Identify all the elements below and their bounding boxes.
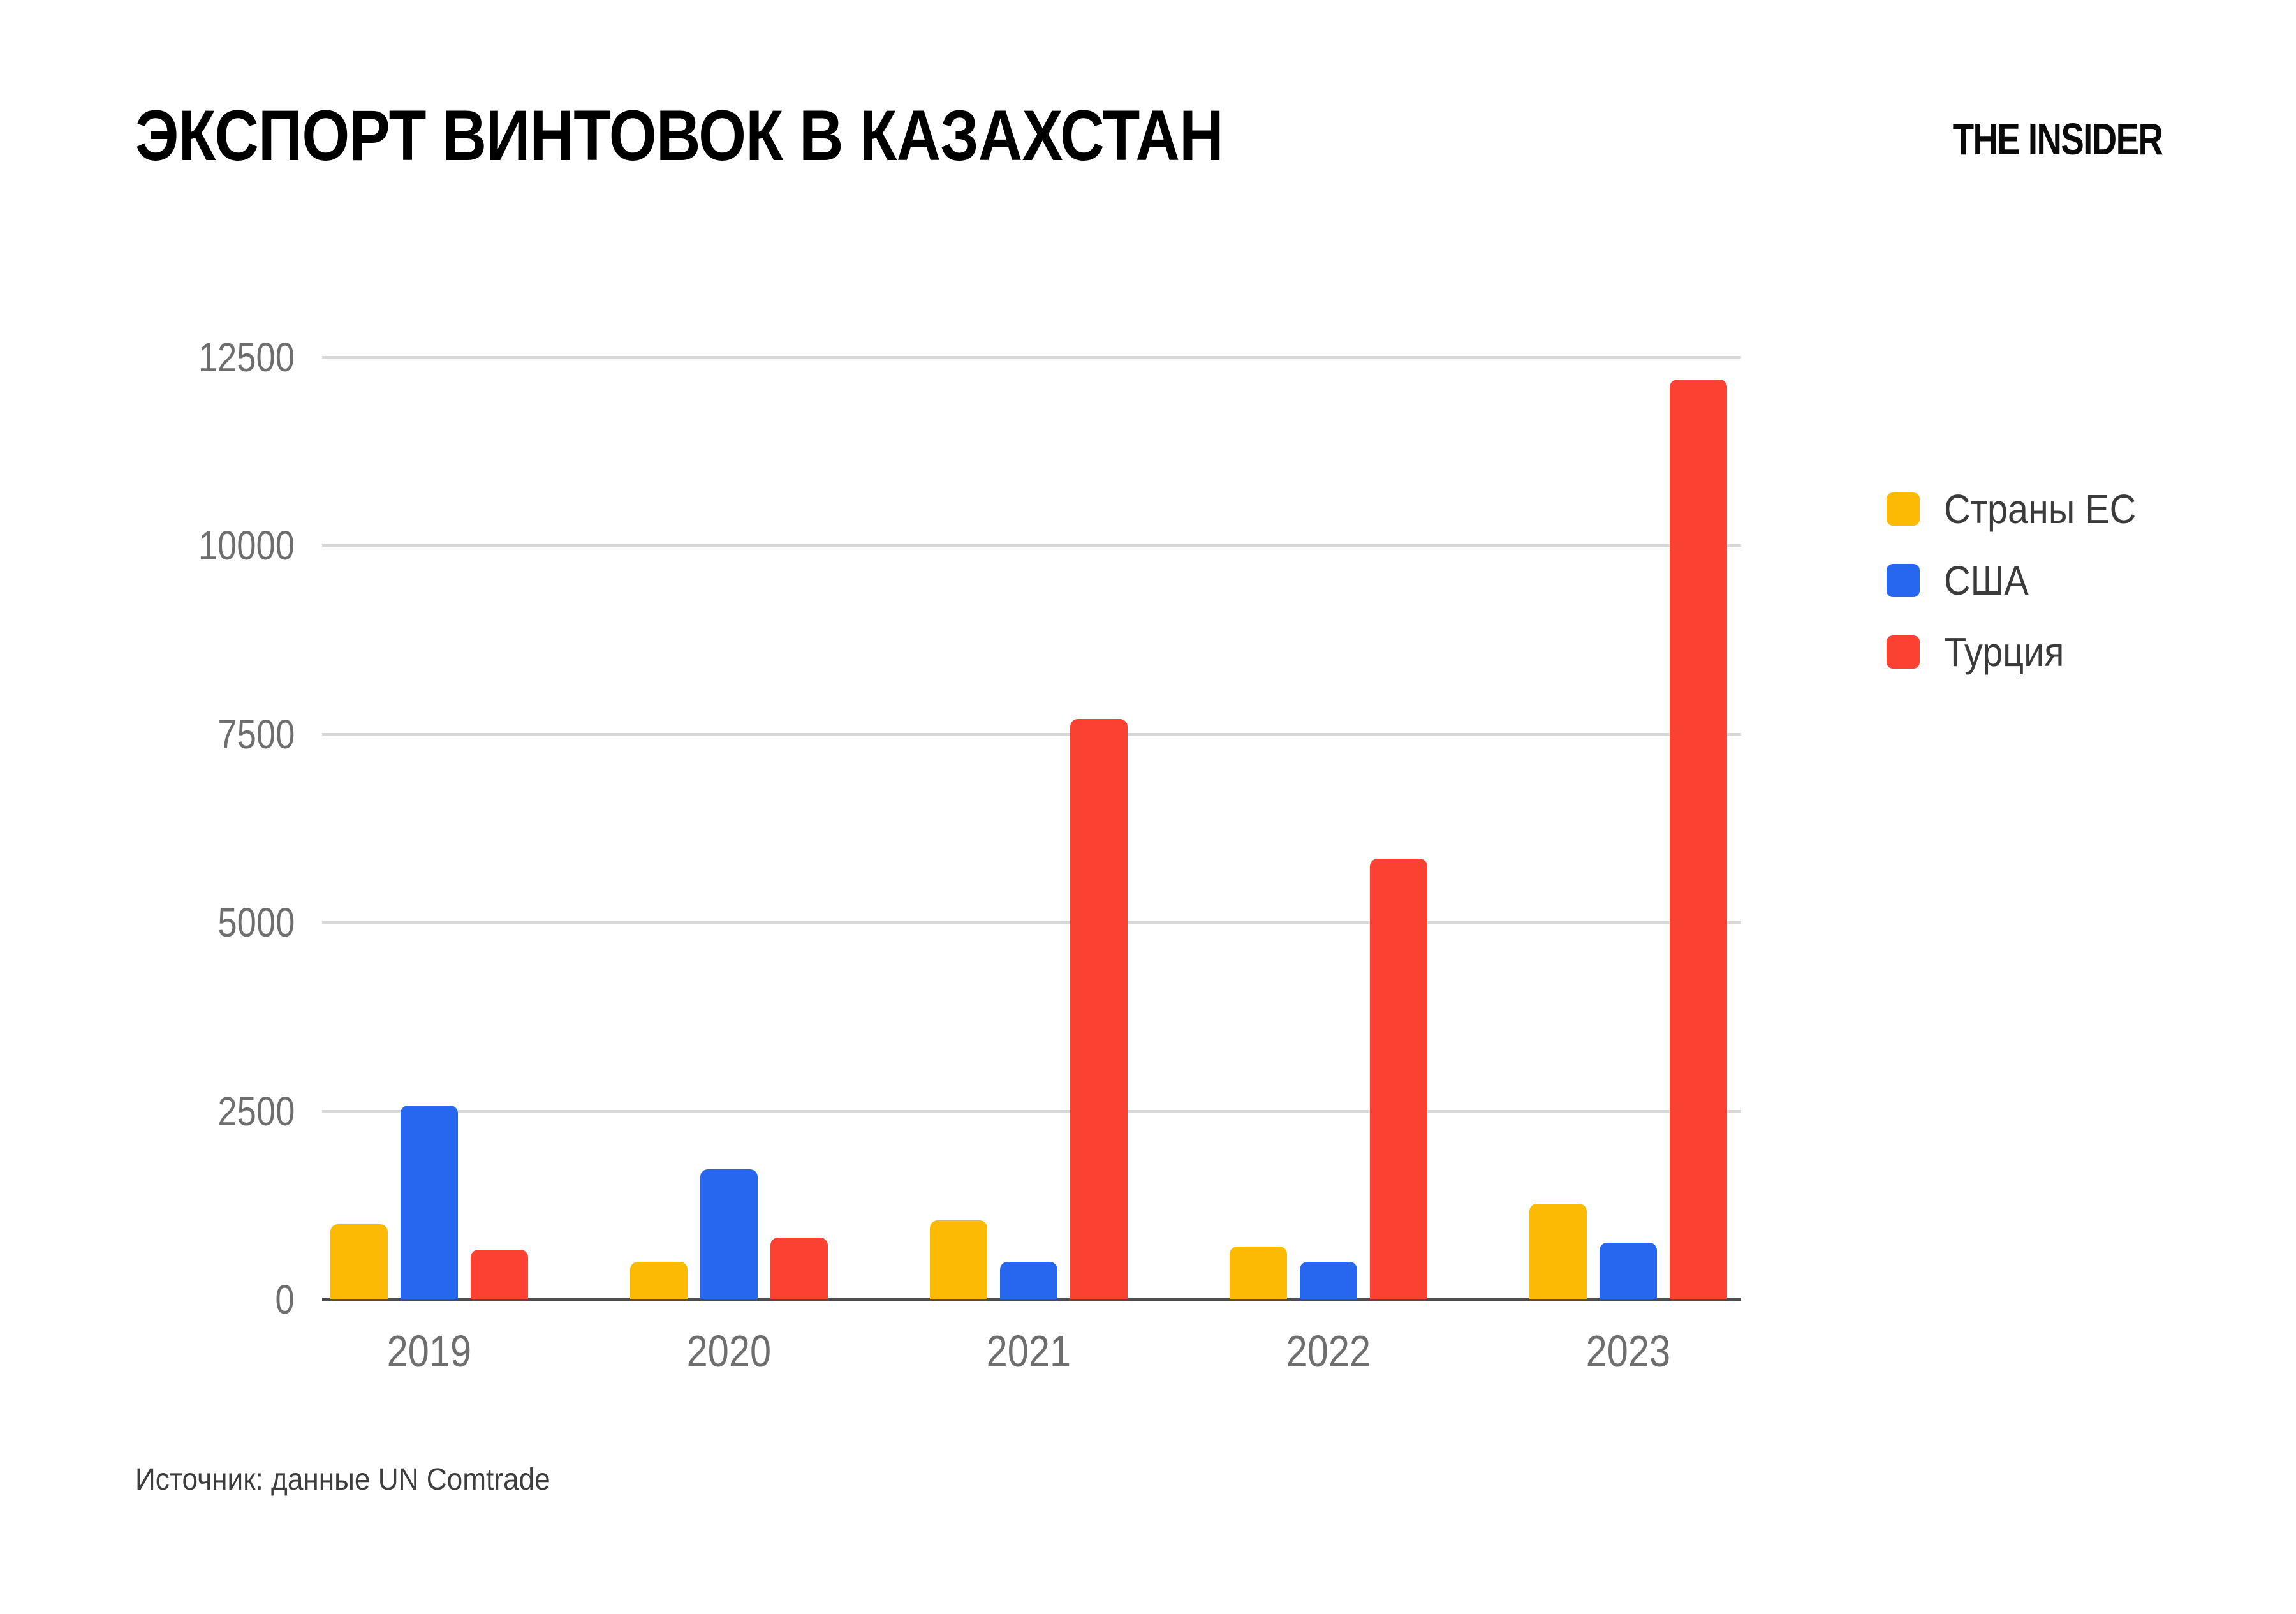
bar-2021-США <box>1000 1262 1057 1299</box>
y-tick-label-7500: 7500 <box>217 711 295 757</box>
bar-2019-Турция <box>471 1250 528 1299</box>
y-tick-label-0: 0 <box>275 1277 295 1322</box>
legend-item-turkey: Турция <box>1887 629 2158 675</box>
bar-2020-США <box>700 1169 758 1299</box>
legend-label-turkey: Турция <box>1944 629 2064 675</box>
bar-2022-Страны ЕС <box>1230 1247 1287 1299</box>
y-tick-label-2500: 2500 <box>217 1088 295 1134</box>
page-title-text: ЭКСПОРТ ВИНТОВОК В КАЗАХСТАН <box>135 96 1224 175</box>
x-tick-label-2023: 2023 <box>1586 1326 1671 1376</box>
bar-2019-США <box>401 1106 458 1299</box>
the-insider-logo: THE INSIDER <box>1894 114 2163 165</box>
bar-2023-Турция <box>1670 380 1727 1299</box>
bar-2019-Страны ЕС <box>330 1224 388 1299</box>
x-axis-line <box>322 1298 1741 1301</box>
gridline-12500 <box>322 356 1741 359</box>
x-tick-label-2022: 2022 <box>1286 1326 1371 1376</box>
gridline-2500 <box>322 1109 1741 1113</box>
source-note: Источник: данные UN Comtrade <box>135 1462 586 1497</box>
legend: Страны ЕС США Турция <box>1887 486 2158 707</box>
x-tick-label-2019: 2019 <box>386 1326 472 1376</box>
bar-2020-Турция <box>770 1238 828 1299</box>
bar-2022-США <box>1300 1262 1357 1299</box>
y-tick-label-5000: 5000 <box>217 900 295 946</box>
plot-area <box>322 356 1741 1301</box>
bar-2023-Страны ЕС <box>1529 1204 1587 1299</box>
bars-layer <box>279 357 1778 1299</box>
page-title: ЭКСПОРТ ВИНТОВОК В КАЗАХСТАН <box>135 94 1400 177</box>
x-tick-label-2021: 2021 <box>986 1326 1071 1376</box>
legend-label-eu: Страны ЕС <box>1944 486 2137 532</box>
legend-item-eu: Страны ЕС <box>1887 486 2158 532</box>
x-tick-label-2020: 2020 <box>686 1326 772 1376</box>
bar-2023-США <box>1600 1243 1657 1299</box>
source-note-text: Источник: данные UN Comtrade <box>135 1463 550 1497</box>
the-insider-logo-text: THE INSIDER <box>1952 114 2163 164</box>
y-tick-label-12500: 12500 <box>198 334 295 380</box>
bar-2021-Турция <box>1070 719 1128 1299</box>
legend-swatch-turkey <box>1887 635 1920 669</box>
gridline-7500 <box>322 732 1741 736</box>
gridline-10000 <box>322 544 1741 547</box>
bar-2021-Страны ЕС <box>930 1220 987 1299</box>
y-tick-label-10000: 10000 <box>198 522 295 569</box>
legend-swatch-eu <box>1887 492 1920 526</box>
legend-item-usa: США <box>1887 558 2158 603</box>
bar-2020-Страны ЕС <box>630 1262 688 1299</box>
legend-label-usa: США <box>1944 558 2029 603</box>
gridline-5000 <box>322 921 1741 924</box>
bar-2022-Турция <box>1370 859 1427 1299</box>
legend-swatch-usa <box>1887 564 1920 597</box>
